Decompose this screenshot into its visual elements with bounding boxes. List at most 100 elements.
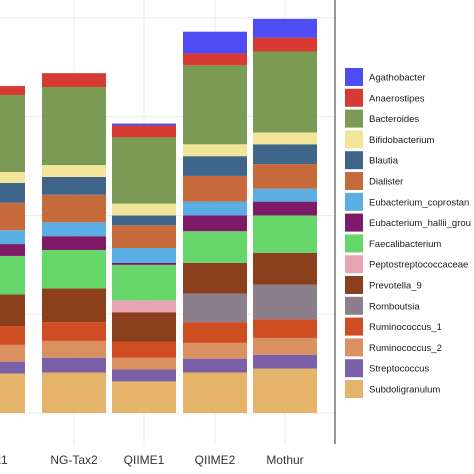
bar-mothur-anaerostipes (253, 37, 317, 52)
bar-mothur-ruminococcus-1 (253, 319, 317, 338)
bar-qiime2-prevotella-9 (183, 262, 247, 294)
bar-qiime1-bifidobacterium (112, 203, 176, 216)
bar-ng-tax2-prevotella-9 (42, 288, 106, 323)
legend-label: Anaerostipes (369, 93, 425, 104)
legend-key-bifidobacterium (345, 130, 363, 149)
bar-ng-tax2-dialister (42, 194, 106, 223)
bar-qiime1-bacteroides (112, 137, 176, 204)
legend: Agathobacter Anaerostipes Bacteroides Bifid… (345, 68, 471, 398)
bar-mothur-eubacterium-coprostan (253, 188, 317, 202)
bar-mothur-blautia (253, 144, 317, 165)
bar-qiime1-subdoligranulum (112, 381, 176, 413)
bar-ng-tax1-ruminococcus-1 (0, 326, 25, 345)
bar-mothur-subdoligranulum (253, 368, 317, 413)
bar-ng-tax1-eubacterium-coprostan (0, 230, 25, 245)
bar-qiime2-romboutsia (183, 293, 247, 323)
legend-key-peptostreptococcaceae (345, 255, 363, 274)
bar-qiime1-eubacterium-coprostan (112, 248, 176, 263)
bar-ng-tax1-eubacterium-hallii-grou (0, 244, 25, 256)
legend-key-romboutsia (345, 296, 363, 315)
bar-ng-tax2-streptococcus (42, 357, 106, 373)
legend-key-agathobacter (345, 68, 363, 86)
bar-qiime1-dialister (112, 225, 176, 249)
bar-qiime1-prevotella-9 (112, 312, 176, 342)
bar-mothur-bifidobacterium (253, 132, 317, 145)
legend-key-ruminococcus-1 (345, 317, 363, 336)
legend-key-blautia (345, 151, 363, 170)
legend-label: Peptostreptococcaceae (369, 260, 468, 271)
legend-key-anaerostipes (345, 88, 363, 107)
legend-key-eubacterium-coprostan (345, 192, 363, 211)
legend-label: Prevotella_9 (369, 281, 422, 292)
x-axis: -Tax1 NG-Tax2 QIIME1 QIIME2 Mothur (0, 453, 304, 467)
bar-qiime1-agathobacter (112, 123, 176, 126)
bar-qiime2-streptococcus (183, 358, 247, 373)
bar-qiime2-eubacterium-coprostan (183, 201, 247, 216)
bar-qiime1-blautia (112, 215, 176, 226)
bar-qiime1-eubacterium-hallii-grou (112, 262, 176, 265)
bar-mothur-prevotella-9 (253, 252, 317, 285)
x-tick-label: Mothur (266, 453, 303, 467)
legend-key-bacteroides (345, 109, 363, 128)
bar-ng-tax2-subdoligranulum (42, 372, 106, 413)
legend-label: Blautia (369, 156, 399, 167)
legend-key-dialister (345, 172, 363, 190)
bar-qiime1-anaerostipes (112, 125, 176, 138)
bar-ng-tax2-bifidobacterium (42, 165, 106, 177)
bar-ng-tax2-anaerostipes (42, 73, 106, 88)
bar-ng-tax1-anaerostipes (0, 86, 25, 95)
legend-key-subdoligranulum (345, 380, 363, 398)
bar-mothur-romboutsia (253, 284, 317, 320)
bar-ng-tax1-ruminococcus-2 (0, 344, 25, 362)
legend-key-prevotella-9 (345, 276, 363, 294)
bar-ng-tax2-eubacterium-coprostan (42, 222, 106, 237)
legend-label: Ruminococcus_2 (369, 343, 442, 354)
bar-mothur-agathobacter (253, 18, 317, 38)
bar-mothur-bacteroides (253, 51, 317, 133)
legend-label: Romboutsia (369, 301, 420, 312)
legend-key-faecalibacterium (345, 234, 363, 253)
bar-qiime2-dialister (183, 175, 247, 202)
legend-label: Ruminococcus_1 (369, 322, 442, 333)
bar-ng-tax1-prevotella-9 (0, 294, 25, 327)
bar-qiime1-faecalibacterium (112, 264, 176, 301)
legend-label: Eubacterium_hallii_grou (369, 218, 471, 229)
bar-qiime2-eubacterium-hallii-grou (183, 215, 247, 232)
bar-ng-tax2-faecalibacterium (42, 250, 106, 289)
legend-label: Streptococcus (369, 364, 429, 375)
bar-qiime2-blautia (183, 156, 247, 176)
legend-key-ruminococcus-2 (345, 338, 363, 357)
bar-mothur-streptococcus (253, 354, 317, 369)
legend-label: Agathobacter (369, 73, 426, 84)
bar-ng-tax1-dialister (0, 202, 25, 231)
x-tick-label: QIIME2 (195, 453, 236, 467)
legend-label: Dialister (369, 177, 403, 188)
legend-label: Bacteroides (369, 114, 419, 125)
bar-qiime2-faecalibacterium (183, 231, 247, 263)
bar-qiime1-ruminococcus-1 (112, 341, 176, 358)
bar-ng-tax1-streptococcus (0, 361, 25, 374)
bar-mothur-faecalibacterium (253, 215, 317, 253)
bars-layer (0, 18, 317, 413)
bar-ng-tax2-ruminococcus-2 (42, 340, 106, 358)
bar-ng-tax1-faecalibacterium (0, 255, 25, 295)
bar-qiime2-anaerostipes (183, 53, 247, 66)
x-tick-label: QIIME1 (124, 453, 165, 467)
bar-qiime2-ruminococcus-2 (183, 342, 247, 359)
bar-mothur-eubacterium-hallii-grou (253, 201, 317, 216)
bar-ng-tax1-blautia (0, 182, 25, 203)
legend-key-streptococcus (345, 359, 363, 378)
bar-ng-tax2-eubacterium-hallii-grou (42, 236, 106, 251)
bar-ng-tax2-blautia (42, 176, 106, 195)
bar-mothur-dialister (253, 164, 317, 189)
bar-qiime2-agathobacter (183, 31, 247, 54)
legend-label: Bifidobacterium (369, 135, 435, 146)
bar-ng-tax1-bacteroides (0, 94, 25, 172)
bar-mothur-ruminococcus-2 (253, 337, 317, 355)
legend-label: Eubacterium_coprostan (369, 197, 469, 208)
bar-ng-tax2-ruminococcus-1 (42, 322, 106, 341)
bar-qiime2-bifidobacterium (183, 144, 247, 157)
legend-label: Subdoligranulum (369, 385, 440, 396)
bar-qiime2-subdoligranulum (183, 372, 247, 413)
